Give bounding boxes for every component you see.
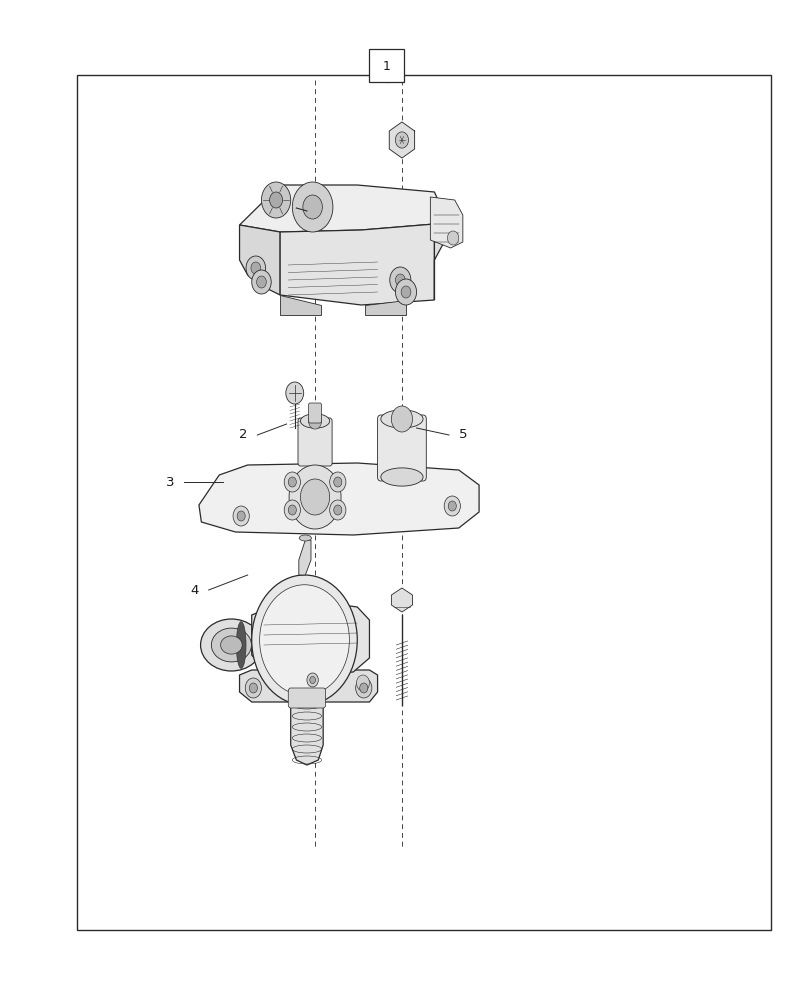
Circle shape [395,132,408,148]
Circle shape [237,511,245,521]
Circle shape [355,678,371,698]
Circle shape [233,506,249,526]
Circle shape [300,479,329,515]
Ellipse shape [236,622,246,668]
Circle shape [333,477,341,487]
Circle shape [269,192,282,208]
Circle shape [256,276,266,288]
Ellipse shape [221,636,242,654]
Circle shape [292,182,333,232]
Polygon shape [280,295,320,315]
Polygon shape [239,225,280,295]
Circle shape [249,683,257,693]
Circle shape [359,683,367,693]
Circle shape [395,279,416,305]
Ellipse shape [380,410,423,428]
Circle shape [285,382,303,404]
Circle shape [251,575,357,705]
FancyBboxPatch shape [377,415,426,481]
Text: 4: 4 [191,584,199,596]
Polygon shape [391,588,412,612]
Bar [369,49,403,82]
Circle shape [389,267,410,293]
Circle shape [447,231,458,245]
Ellipse shape [298,535,311,541]
Polygon shape [251,602,369,675]
Ellipse shape [211,628,251,662]
Circle shape [391,406,412,432]
Circle shape [284,472,300,492]
Circle shape [260,585,349,695]
Circle shape [329,500,345,520]
Circle shape [251,270,271,294]
FancyBboxPatch shape [298,418,332,466]
Polygon shape [388,122,414,158]
Text: 1: 1 [382,60,390,73]
Circle shape [251,262,260,274]
Circle shape [308,413,321,429]
Polygon shape [199,463,478,535]
Circle shape [356,675,369,691]
Circle shape [395,274,405,286]
Circle shape [401,286,410,298]
Circle shape [329,472,345,492]
Ellipse shape [300,414,329,428]
FancyBboxPatch shape [308,403,321,423]
Circle shape [261,182,290,218]
Circle shape [284,500,300,520]
Circle shape [444,496,460,516]
Text: 2: 2 [239,428,247,442]
Circle shape [246,256,265,280]
Circle shape [303,195,322,219]
Polygon shape [290,698,323,765]
FancyBboxPatch shape [288,688,325,708]
Polygon shape [280,224,434,305]
Polygon shape [298,540,311,575]
Circle shape [288,505,296,515]
Circle shape [310,676,315,684]
Circle shape [448,501,456,511]
Polygon shape [434,210,442,300]
Polygon shape [430,197,462,248]
Text: 5: 5 [458,428,466,442]
Bar [77,75,770,930]
Ellipse shape [200,619,262,671]
Circle shape [288,477,296,487]
Polygon shape [239,670,377,702]
Circle shape [289,465,341,529]
Polygon shape [365,300,406,315]
Circle shape [245,678,261,698]
Polygon shape [239,185,442,232]
Circle shape [333,505,341,515]
Circle shape [307,673,318,687]
Text: 3: 3 [166,476,174,488]
Ellipse shape [380,468,423,486]
